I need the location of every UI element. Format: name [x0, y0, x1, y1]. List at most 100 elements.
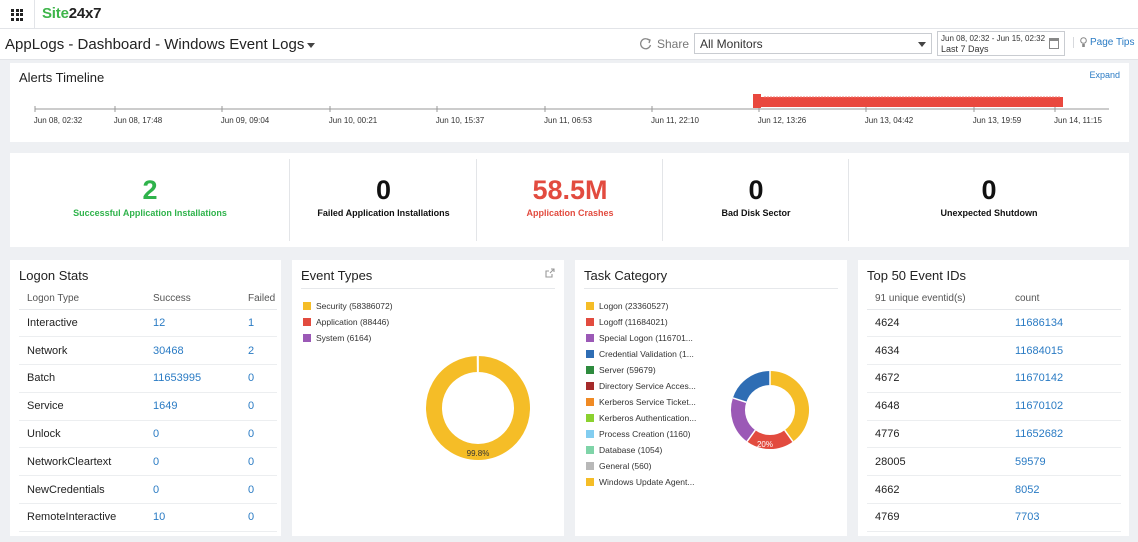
site24x7-logo[interactable]: Site24x7: [42, 5, 101, 22]
legend-item[interactable]: General (560): [586, 458, 696, 474]
stat-application-crashes[interactable]: 58.5M Application Crashes: [477, 153, 663, 247]
legend-item[interactable]: System (6164): [303, 330, 393, 346]
legend-label: Credential Validation (1...: [599, 349, 694, 359]
legend-item[interactable]: Security (58386072): [303, 298, 393, 314]
stat-successful-installations[interactable]: 2 Successful Application Installations: [10, 153, 290, 247]
count-link[interactable]: 30468: [145, 336, 240, 366]
app-grid-icon[interactable]: [0, 0, 35, 29]
logon-stats-card: Logon Stats Logon Type Success Failed In…: [10, 260, 281, 536]
top-event-ids-table: 91 unique eventid(s) count 4624 11686134 4…: [867, 289, 1121, 532]
count-link[interactable]: 1: [240, 309, 277, 338]
table-row: Network 30468 2: [19, 336, 277, 366]
count-link[interactable]: 11653995: [145, 364, 240, 393]
legend-swatch: [586, 318, 594, 326]
legend-label: Logon (23360527): [599, 301, 669, 311]
chevron-down-icon: [918, 42, 926, 47]
donut-percent-label: 20%: [757, 440, 773, 449]
legend-item[interactable]: Windows Update Agent...: [586, 474, 696, 490]
legend-swatch: [586, 398, 594, 406]
legend-item[interactable]: Kerberos Service Ticket...: [586, 394, 696, 410]
legend-item[interactable]: Server (59679): [586, 362, 696, 378]
external-link-icon[interactable]: [545, 268, 555, 278]
timeline-tick-label: Jun 08, 02:32: [34, 116, 83, 125]
table-cell: Batch: [19, 364, 145, 393]
summary-stats-panel: 2 Successful Application Installations 0…: [10, 153, 1129, 247]
share-button[interactable]: Share: [640, 37, 689, 51]
donut-slice[interactable]: [747, 429, 793, 449]
legend-label: Application (88446): [316, 317, 390, 327]
alert-band[interactable]: [753, 97, 1063, 107]
legend-item[interactable]: Special Logon (116701...: [586, 330, 696, 346]
legend-swatch: [586, 446, 594, 454]
count-link[interactable]: 11670142: [1007, 364, 1121, 393]
count-link[interactable]: 0: [145, 475, 240, 505]
alert-marker[interactable]: [753, 94, 761, 108]
stat-unexpected-shutdown[interactable]: 0 Unexpected Shutdown: [849, 153, 1129, 247]
stat-failed-installations[interactable]: 0 Failed Application Installations: [290, 153, 477, 247]
dashboard-title-dropdown[interactable]: AppLogs - Dashboard - Windows Event Logs: [5, 36, 316, 53]
count-link[interactable]: 0: [240, 392, 277, 421]
legend-label: System (6164): [316, 333, 372, 343]
table-row: Interactive 12 1: [19, 309, 277, 338]
table-cell: 4648: [867, 392, 1007, 421]
count-link[interactable]: 59579: [1007, 447, 1121, 477]
table-cell: 4672: [867, 364, 1007, 393]
donut-slice[interactable]: [769, 371, 809, 442]
count-link[interactable]: 0: [240, 475, 277, 505]
legend-item[interactable]: Logon (23360527): [586, 298, 696, 314]
legend-item[interactable]: Application (88446): [303, 314, 393, 330]
legend-label: Process Creation (1160): [599, 429, 691, 439]
donut-slice[interactable]: [731, 397, 756, 442]
count-link[interactable]: 10: [145, 503, 240, 532]
column-header: count: [1007, 289, 1121, 310]
legend-item[interactable]: Credential Validation (1...: [586, 346, 696, 362]
count-link[interactable]: 1649: [145, 392, 240, 421]
count-link[interactable]: 11670102: [1007, 392, 1121, 421]
table-row: Service 1649 0: [19, 392, 277, 421]
count-link[interactable]: 11686134: [1007, 309, 1121, 338]
count-link[interactable]: 11684015: [1007, 336, 1121, 366]
legend-item[interactable]: Logoff (11684021): [586, 314, 696, 330]
table-row: 28005 59579: [867, 447, 1121, 477]
legend-label: General (560): [599, 461, 652, 471]
table-cell: RemoteInteractive: [19, 503, 145, 532]
slice-separator: [732, 397, 747, 403]
legend-swatch: [586, 414, 594, 422]
table-cell: Interactive: [19, 309, 145, 338]
legend-item[interactable]: Process Creation (1160): [586, 426, 696, 442]
date-range-picker[interactable]: Jun 08, 02:32 - Jun 15, 02:32 Last 7 Day…: [937, 31, 1065, 56]
monitor-select[interactable]: All Monitors: [694, 33, 932, 54]
count-link[interactable]: 0: [240, 447, 277, 477]
count-link[interactable]: 0: [145, 420, 240, 449]
table-row: NetworkCleartext 0 0: [19, 447, 277, 477]
count-link[interactable]: 0: [240, 364, 277, 393]
donut-slice[interactable]: [732, 371, 771, 403]
timeline-tick-label: Jun 10, 15:37: [436, 116, 485, 125]
page-tips-link[interactable]: Page Tips: [1073, 37, 1134, 48]
donut-slice[interactable]: [426, 356, 530, 460]
legend-item[interactable]: Database (1054): [586, 442, 696, 458]
stat-value: 2: [142, 175, 158, 205]
count-link[interactable]: 2: [240, 336, 277, 366]
count-link[interactable]: 0: [240, 420, 277, 449]
card-title: Logon Stats: [19, 268, 89, 283]
timeline-tick-label: Jun 08, 17:48: [114, 116, 163, 125]
count-link[interactable]: 8052: [1007, 475, 1121, 505]
column-header: Success: [145, 289, 240, 310]
expand-link[interactable]: Expand: [1089, 70, 1120, 80]
count-link[interactable]: 12: [145, 309, 240, 338]
legend-label: Logoff (11684021): [599, 317, 668, 327]
table-row: 4672 11670142: [867, 364, 1121, 393]
table-cell: 28005: [867, 447, 1007, 477]
legend-label: Database (1054): [599, 445, 663, 455]
stat-value: 0: [375, 175, 392, 205]
count-link[interactable]: 11652682: [1007, 420, 1121, 449]
legend-swatch: [586, 334, 594, 342]
count-link[interactable]: 0: [145, 447, 240, 477]
stat-bad-disk-sector[interactable]: 0 Bad Disk Sector: [663, 153, 849, 247]
count-link[interactable]: 7703: [1007, 503, 1121, 532]
table-row: 4634 11684015: [867, 336, 1121, 366]
legend-item[interactable]: Kerberos Authentication...: [586, 410, 696, 426]
legend-item[interactable]: Directory Service Acces...: [586, 378, 696, 394]
count-link[interactable]: 0: [240, 503, 277, 532]
